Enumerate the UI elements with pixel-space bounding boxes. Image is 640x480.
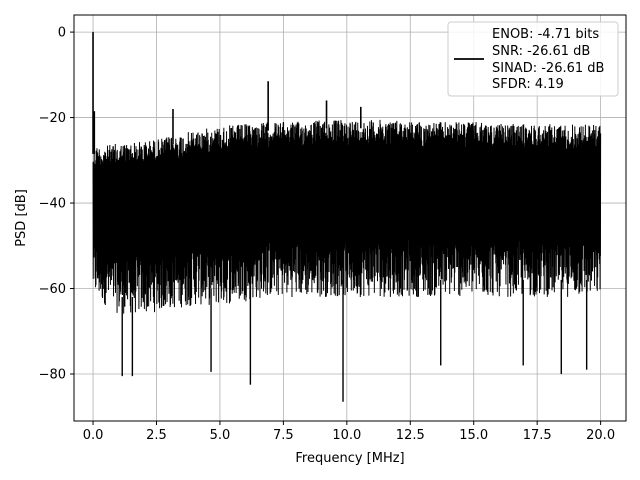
x-tick-label: 12.5: [396, 428, 425, 443]
legend-entry-enob: ENOB: -4.71 bits: [492, 27, 599, 42]
y-tick-label: −20: [39, 111, 66, 126]
x-tick-label: 2.5: [146, 428, 167, 443]
y-tick-label: −40: [39, 197, 66, 212]
legend-entry-sfdr: SFDR: 4.19: [492, 77, 564, 92]
x-axis-label: Frequency [MHz]: [295, 451, 404, 466]
y-tick-label: −60: [39, 282, 66, 297]
legend-entry-snr: SNR: -26.61 dB: [492, 44, 590, 59]
x-tick-label: 20.0: [586, 428, 615, 443]
plot-frame: [73, 14, 627, 422]
legend-entry-sinad: SINAD: -26.61 dB: [492, 61, 604, 76]
y-ticks: 0 −20 −40 −60 −80: [39, 26, 74, 382]
series-group: [92, 32, 602, 402]
legend-box: [447, 21, 619, 97]
y-tick-label: 0: [58, 26, 66, 41]
x-ticks: 0.0 2.5 5.0 7.5 10.0 12.5 15.0 17.5 20.0: [83, 421, 615, 443]
x-tick-label: 0.0: [83, 428, 104, 443]
x-tick-label: 10.0: [332, 428, 361, 443]
psd-series-line: [92, 119, 602, 314]
x-tick-label: 17.5: [523, 428, 552, 443]
x-tick-label: 15.0: [459, 428, 488, 443]
y-tick-label: −80: [39, 367, 66, 382]
y-axis-label: PSD [dB]: [14, 189, 29, 247]
x-tick-label: 5.0: [210, 428, 231, 443]
x-tick-label: 7.5: [273, 428, 294, 443]
legend: ENOB: -4.71 bits SNR: -26.61 dB SINAD: -…: [447, 21, 619, 97]
